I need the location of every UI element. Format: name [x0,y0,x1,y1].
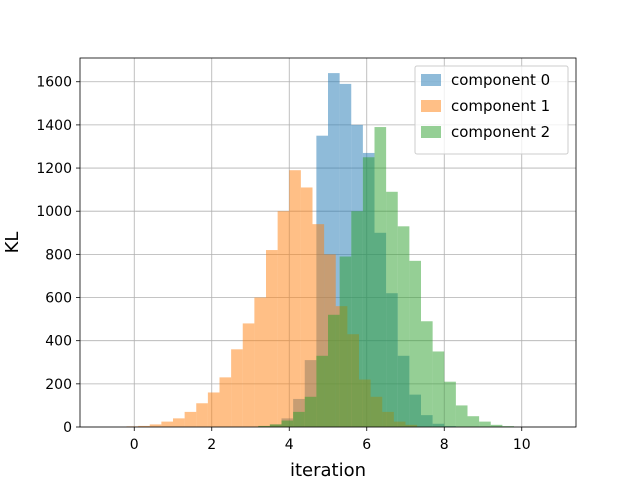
histogram-bar [467,416,480,427]
y-tick-label: 1600 [36,75,72,91]
y-tick-label: 1400 [36,118,72,134]
histogram-bar [479,421,491,427]
histogram-bar [374,127,387,427]
histogram-bar [254,297,266,427]
histogram-bar [289,170,301,428]
y-tick-label: 1200 [36,161,72,177]
histogram-bar [328,73,340,428]
histogram-bar [316,355,328,427]
y-tick-label: 200 [45,377,72,393]
histogram-bar [351,211,363,427]
legend-label: component 0 [451,71,550,89]
y-tick-label: 400 [45,334,72,350]
plot-frame [79,57,577,428]
histogram-bars [126,73,514,428]
histogram-bar [293,411,305,427]
histogram-bar [269,424,282,427]
histogram-bar [173,418,185,427]
histogram-bar [444,381,456,427]
histogram-bar [421,321,433,427]
axis-ticks: 0 2 4 6 8 10 0 200 400 600 800 1000 1200 1400 1600 [36,75,530,453]
histogram-bar [281,420,294,427]
x-tick-label: 8 [440,437,449,453]
histogram-bar [196,403,208,427]
histogram-bar [490,424,503,427]
legend-label: component 1 [451,97,550,115]
x-tick-label: 6 [362,437,371,453]
legend: component 0 component 1 component 2 [414,65,569,155]
legend-swatch [421,74,441,86]
histogram-bar [149,424,162,427]
x-tick-label: 2 [207,437,216,453]
histogram-bar [502,426,514,427]
histogram-bar [266,250,278,427]
y-axis-title: KL [2,232,23,254]
histogram-bar [161,421,173,427]
histogram-bar [277,211,290,427]
histogram-bar [219,377,232,427]
y-tick-label: 600 [45,291,72,307]
histogram-bar [386,191,398,427]
series-2-bars [258,127,514,427]
histogram-bar [328,314,340,427]
y-tick-label: 800 [45,247,72,263]
histogram-bar [339,256,352,427]
histogram-bar [258,425,270,427]
histogram-bar [184,411,197,427]
legend-box [414,65,569,155]
x-tick-label: 0 [130,437,139,453]
histogram-bar [138,425,150,427]
histogram-bar [339,83,352,427]
legend-swatch [421,100,441,112]
histogram-bar [409,260,421,427]
histogram-bar [231,349,243,427]
x-tick-label: 10 [513,437,531,453]
histogram-bar [397,226,410,427]
x-axis-title: iteration [290,460,366,480]
histogram-bar [432,351,445,427]
histogram-bar [242,323,255,427]
histogram-bar [312,224,325,427]
histogram-bar [455,405,468,427]
y-tick-label: 1000 [36,204,72,220]
histogram-bar [362,157,375,427]
histogram-bar [207,392,220,427]
x-tick-label: 4 [285,437,294,453]
histogram-bar [300,187,313,427]
legend-label: component 2 [451,123,550,141]
histogram-bar [304,396,317,427]
legend-swatch [421,126,441,138]
y-tick-label: 0 [63,420,72,436]
